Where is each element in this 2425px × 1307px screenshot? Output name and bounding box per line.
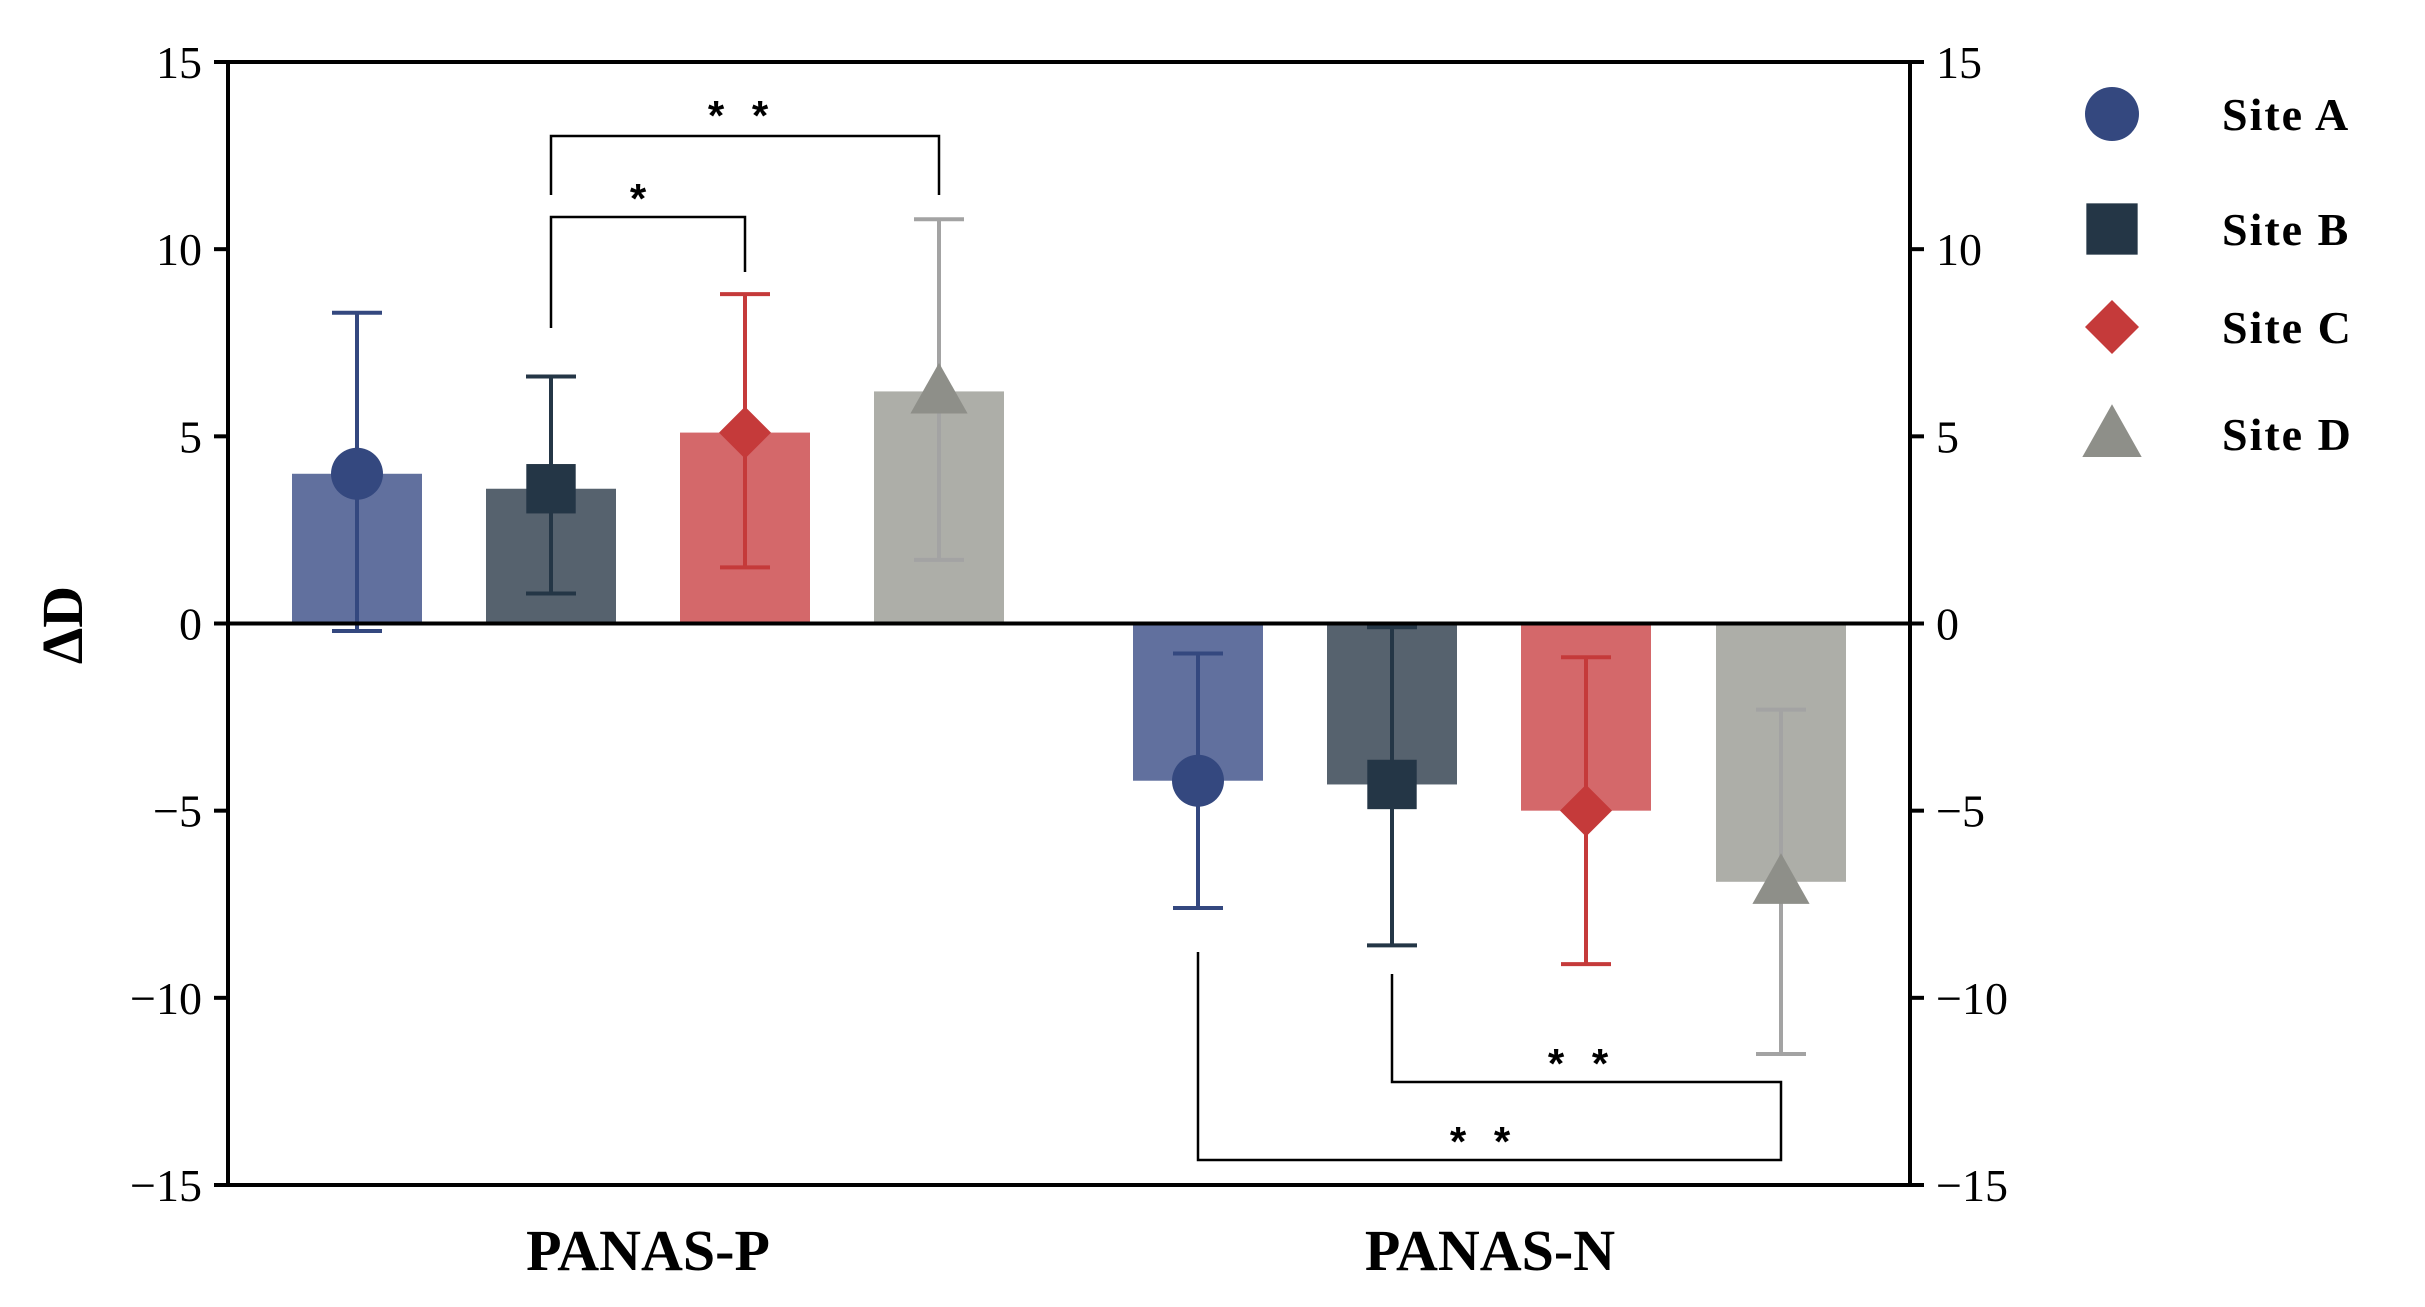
marker-site-a-panas-p <box>331 447 383 500</box>
left-tick-label: 10 <box>156 224 202 275</box>
significance-bracket-3: * * <box>1390 974 1783 1108</box>
significance-bracket-4: * * <box>1196 952 1783 1165</box>
right-tick-label: 0 <box>1936 599 1959 650</box>
legend-item-site-a: Site A <box>2085 87 2350 141</box>
significance-bracket-line <box>549 134 941 195</box>
legend-label-site-d: Site D <box>2222 409 2353 460</box>
significance-bracket-1: * <box>549 175 747 328</box>
significance-bracket-line <box>1390 974 1783 1108</box>
marker-site-c-panas-p <box>719 406 771 459</box>
legend-label-site-c: Site C <box>2222 302 2353 353</box>
right-tick-label: 10 <box>1936 224 1982 275</box>
left-tick-label: 0 <box>179 599 202 650</box>
x-category-panas-n: PANAS-N <box>1365 1218 1615 1283</box>
y-axis-label: ΔD <box>30 586 95 664</box>
right-tick-label: −5 <box>1936 786 1985 837</box>
legend: Site A Site B Site C Site D <box>2082 87 2353 460</box>
marker-site-d-panas-n <box>1752 853 1810 904</box>
legend-marker-site-c <box>2085 300 2139 354</box>
marker-site-b-panas-p <box>526 464 576 514</box>
legend-marker-site-a <box>2085 87 2139 141</box>
left-tick-label: 5 <box>179 411 202 462</box>
x-category-panas-p: PANAS-P <box>526 1218 770 1283</box>
right-tick-label: −10 <box>1936 973 2008 1024</box>
x-category-labels: PANAS-P PANAS-N <box>526 1218 1615 1283</box>
significance-bracket-line <box>1196 952 1783 1162</box>
significance-label: * <box>630 175 654 222</box>
left-tick-label: −15 <box>130 1160 202 1211</box>
significance-bracket-line <box>549 215 747 328</box>
legend-item-site-d: Site D <box>2082 404 2353 460</box>
marker-site-d-panas-p <box>910 362 968 414</box>
marker-site-a-panas-n <box>1172 754 1224 807</box>
marker-site-b-panas-n <box>1367 759 1417 810</box>
significance-bracket-2: * * <box>549 92 941 195</box>
marker-site-c-panas-n <box>1560 784 1612 837</box>
right-tick-label: 15 <box>1936 37 1982 88</box>
left-tick-label: 15 <box>156 37 202 88</box>
axes-layer: 15 15 10 10 5 5 0 0 −5 −5 −10 −10 −15 −15 <box>130 37 2008 1211</box>
markers-layer <box>331 362 1810 904</box>
legend-label-site-a: Site A <box>2222 89 2350 140</box>
legend-label-site-b: Site B <box>2222 204 2350 255</box>
significance-layer: * * * * * * * <box>549 92 1783 1165</box>
legend-item-site-c: Site C <box>2085 300 2353 354</box>
significance-label: * * <box>708 92 776 139</box>
significance-label: * * <box>1548 1040 1616 1087</box>
legend-item-site-b: Site B <box>2086 203 2350 255</box>
left-tick-label: −5 <box>153 786 202 837</box>
right-tick-label: −15 <box>1936 1160 2008 1211</box>
significance-label: * * <box>1450 1118 1518 1165</box>
right-tick-label: 5 <box>1936 411 1959 462</box>
legend-marker-site-d <box>2082 404 2142 457</box>
bars-layer <box>292 391 1846 882</box>
left-tick-label: −10 <box>130 973 202 1024</box>
legend-marker-site-b <box>2086 203 2138 255</box>
